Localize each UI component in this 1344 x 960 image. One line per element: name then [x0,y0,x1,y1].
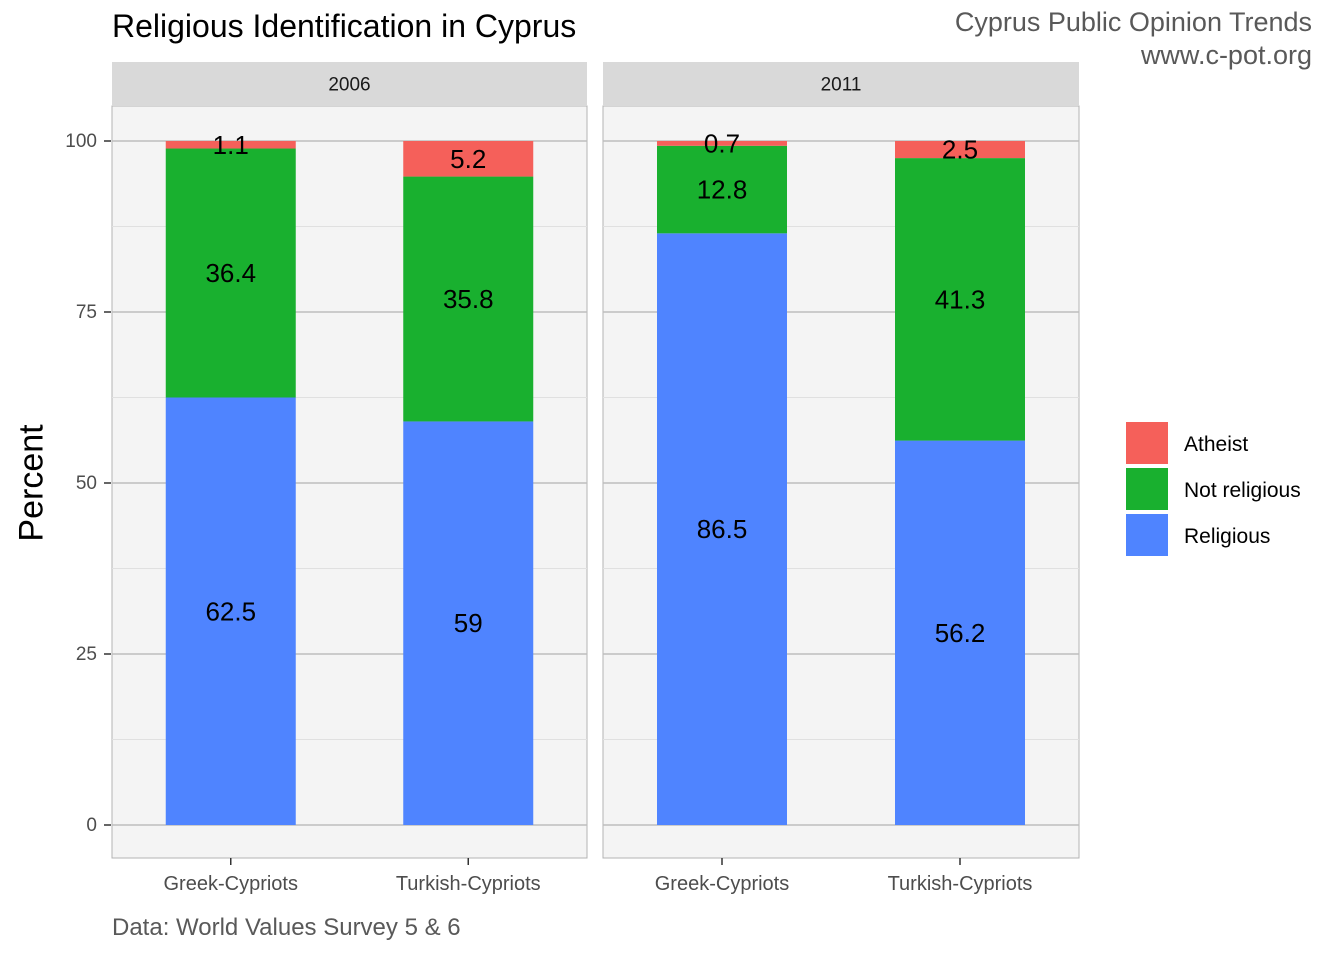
y-tick-label-75: 75 [76,302,97,323]
credit-block: Cyprus Public Opinion Trends www.c-pot.o… [955,6,1312,72]
credit-line-1: Cyprus Public Opinion Trends [954,7,1312,37]
legend-label-atheist: Atheist [1184,433,1248,456]
data-label-religious-2006-greek-cypriots: 62.5 [205,596,256,626]
x-tick-label-2011-greek-cypriots: Greek-Cypriots [655,873,789,895]
bar-not-religious-2006-greek-cypriots [165,148,296,398]
facet-strip-label-2006: 2006 [328,75,370,96]
data-label-atheist-2006-greek-cypriots: 1.1 [213,130,249,160]
bar-not-religious-2011-turkish-cypriots [895,158,1025,441]
data-label-not-religious-2011-turkish-cypriots: 41.3 [935,284,986,314]
bar-religious-2011-turkish-cypriots [895,440,1025,825]
data-label-atheist-2006-turkish-cypriots: 5.2 [450,144,486,174]
data-label-atheist-2011-greek-cypriots: 0.7 [704,128,740,158]
legend-key-religious [1126,514,1168,556]
caption: Data: World Values Survey 5 & 6 [112,914,461,941]
bar-not-religious-2011-greek-cypriots [657,145,787,234]
legend-key-not-religious [1126,468,1168,510]
bar-not-religious-2006-turkish-cypriots [403,176,534,422]
y-tick-label-100: 100 [65,131,97,152]
data-label-religious-2011-turkish-cypriots: 56.2 [935,618,986,648]
y-tick-label-0: 0 [86,815,97,836]
data-label-atheist-2011-turkish-cypriots: 2.5 [942,135,978,165]
bar-religious-2011-greek-cypriots [657,233,787,826]
facet-strip-2011 [603,62,1079,105]
y-tick-label-25: 25 [76,644,97,665]
legend-key-atheist [1126,422,1168,464]
facet-strip-2006 [112,62,587,105]
data-label-religious-2006-turkish-cypriots: 59 [454,608,483,638]
legend-label-not-religious: Not religious [1184,479,1301,502]
bar-atheist-2011-greek-cypriots [657,141,787,146]
chart-title: Religious Identification in Cyprus [112,8,577,44]
data-label-religious-2011-greek-cypriots: 86.5 [697,514,748,544]
x-tick-label-2011-turkish-cypriots: Turkish-Cypriots [888,873,1033,895]
bar-atheist-2011-turkish-cypriots [895,141,1025,159]
bar-religious-2006-turkish-cypriots [403,421,534,825]
data-label-not-religious-2006-turkish-cypriots: 35.8 [443,284,494,314]
x-tick-label-2006-greek-cypriots: Greek-Cypriots [164,873,298,895]
legend-label-religious: Religious [1184,525,1270,548]
bar-atheist-2006-greek-cypriots [165,141,296,149]
bar-atheist-2006-turkish-cypriots [403,141,534,177]
data-label-not-religious-2011-greek-cypriots: 12.8 [697,175,748,205]
x-tick-label-2006-turkish-cypriots: Turkish-Cypriots [396,873,541,895]
facet-strip-label-2011: 2011 [821,75,862,96]
data-label-not-religious-2006-greek-cypriots: 36.4 [205,258,256,288]
bar-religious-2006-greek-cypriots [165,397,296,825]
credit-line-2: www.c-pot.org [1140,40,1312,70]
y-tick-label-50: 50 [76,473,97,494]
